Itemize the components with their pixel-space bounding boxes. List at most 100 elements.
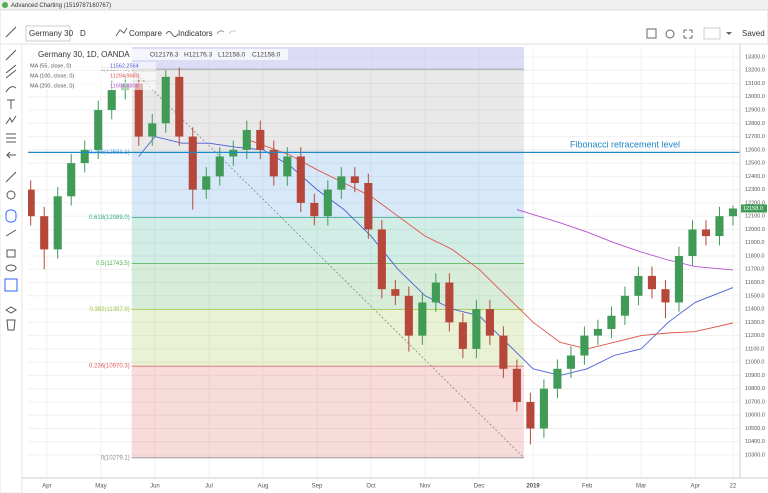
interval[interactable]: D xyxy=(80,29,86,38)
y-tick-label: 11900.0 xyxy=(745,240,764,246)
tool-visibility[interactable] xyxy=(5,264,17,272)
candle-body xyxy=(310,202,319,217)
x-tick-label: Feb xyxy=(582,484,593,490)
candle-body xyxy=(512,368,521,402)
y-tick-label: 11000.0 xyxy=(745,360,764,366)
expand[interactable] xyxy=(683,29,693,39)
app-icon xyxy=(2,2,8,8)
header-bg xyxy=(28,49,288,60)
compare-icon[interactable] xyxy=(115,27,128,37)
tool-text[interactable] xyxy=(7,99,15,109)
symbol-box[interactable] xyxy=(25,25,71,42)
y-tick-label: 10900.0 xyxy=(745,373,765,379)
moving-average-line xyxy=(138,136,734,376)
fib-band xyxy=(131,366,524,458)
symbol[interactable]: Germany 30 xyxy=(29,29,74,38)
tool-draw-mode[interactable] xyxy=(5,229,17,237)
chart-title: Germany 30, 1D, OANDA xyxy=(38,50,130,59)
redo[interactable] xyxy=(228,30,237,35)
x-tick-label: May xyxy=(95,484,106,490)
candle-body xyxy=(67,163,76,197)
tool-trash[interactable] xyxy=(6,319,16,331)
tool-pitchfork[interactable] xyxy=(5,64,17,79)
compare-button[interactable]: Compare xyxy=(129,29,162,38)
tool-line[interactable] xyxy=(5,49,17,61)
candle-body xyxy=(404,295,413,336)
y-tick-label: 10800.0 xyxy=(745,386,765,392)
indicators-button[interactable]: Indicators xyxy=(178,29,213,38)
candle-body xyxy=(364,183,373,230)
indicators-icon[interactable] xyxy=(165,31,179,37)
x-tick-label: Mar xyxy=(636,484,646,490)
y-tick-label: 13300.0 xyxy=(745,54,765,60)
y-tick-label: 11100.0 xyxy=(745,346,764,352)
fullscreen-box[interactable] xyxy=(646,28,657,39)
candle-body xyxy=(688,229,697,256)
candle-body xyxy=(215,156,224,177)
settings[interactable] xyxy=(665,29,675,39)
legend-value: 11694.6809 xyxy=(110,83,139,89)
x-tick-label: Apr xyxy=(42,484,51,490)
legend-box xyxy=(28,62,156,70)
candle-body xyxy=(674,255,684,303)
candle-body xyxy=(458,322,467,349)
snapshot[interactable] xyxy=(703,27,721,40)
legend-value: 11294.9680 xyxy=(110,73,139,79)
y-tick-label: 10600.0 xyxy=(745,413,765,419)
candle-body xyxy=(445,282,454,323)
candle-body xyxy=(134,83,143,137)
tool-zoom[interactable] xyxy=(6,190,16,200)
y-tick-label: 11700.0 xyxy=(745,267,764,273)
title-bar xyxy=(0,0,768,10)
tool-cursor[interactable] xyxy=(5,26,17,38)
candle-body xyxy=(323,189,332,217)
y-tick-label: 12600.0 xyxy=(745,147,765,153)
tool-lock[interactable] xyxy=(6,249,16,258)
annotation-text: Fibonacci retracement level xyxy=(570,140,680,150)
quote-value: C12158.0 xyxy=(252,52,281,59)
tool-link[interactable] xyxy=(4,278,18,292)
y-tick-label: 12400.0 xyxy=(745,174,765,180)
tool-pattern[interactable] xyxy=(5,115,17,125)
last-price-label: 12158.0 xyxy=(743,206,763,212)
fib-band xyxy=(131,69,524,153)
candle-body xyxy=(188,136,197,190)
x-tick-label: Dec xyxy=(474,484,485,490)
candle-body xyxy=(94,110,103,150)
quote-value: O12176.3 xyxy=(150,52,179,59)
x-tick-label: Apr xyxy=(690,484,699,490)
x-tick-label: 2019 xyxy=(526,484,540,490)
tool-fib[interactable] xyxy=(6,133,16,143)
candle-body xyxy=(661,289,670,303)
y-tick-label: 12200.0 xyxy=(745,200,765,206)
candle-body xyxy=(485,309,494,336)
y-tick-label: 12000.0 xyxy=(745,227,765,233)
undo[interactable] xyxy=(216,30,225,35)
candle-body xyxy=(283,156,292,177)
candle-body xyxy=(391,289,400,296)
y-tick-label: 10400.0 xyxy=(745,439,765,445)
candle-body xyxy=(175,76,184,137)
y-tick-label: 12100.0 xyxy=(745,214,765,220)
fib-level-label: 0.236(10970.3) xyxy=(89,364,130,370)
dropdown[interactable] xyxy=(726,32,732,35)
tool-layers[interactable] xyxy=(5,306,17,314)
tool-brush[interactable] xyxy=(5,86,17,93)
tool-measure[interactable] xyxy=(5,171,17,183)
candle-body xyxy=(620,295,629,316)
quote-value: L12158.0 xyxy=(218,52,245,59)
x-tick-label: Jul xyxy=(205,484,213,490)
y-tick-label: 11600.0 xyxy=(745,280,764,286)
y-tick-label: 10300.0 xyxy=(745,452,765,458)
x-tick-label: Nov xyxy=(420,484,431,490)
tool-magnet[interactable] xyxy=(5,209,17,223)
candle-body xyxy=(161,76,170,124)
legend-value: 11562.2564 xyxy=(110,63,139,69)
candle-body xyxy=(553,368,562,389)
x-tick-label: Aug xyxy=(258,484,269,490)
tool-back[interactable] xyxy=(5,151,16,159)
candle-body xyxy=(242,129,251,150)
candle-body xyxy=(148,123,157,137)
last-price-tag xyxy=(741,204,767,213)
